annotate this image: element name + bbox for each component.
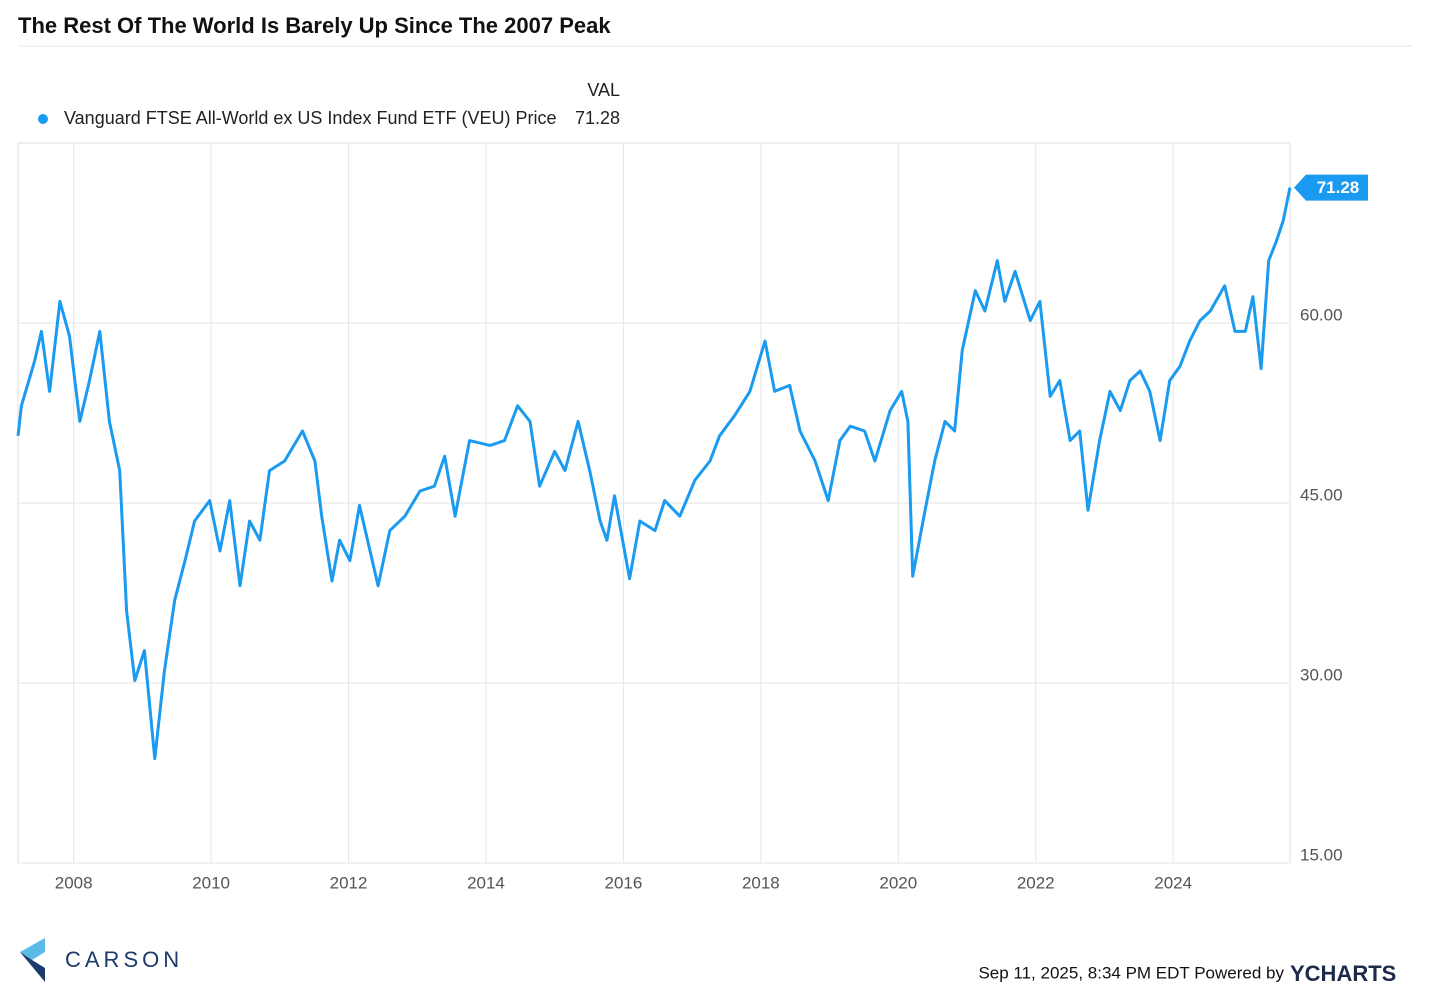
x-tick-label: 2010 [192,873,230,892]
legend-value: 71.28 [575,108,620,128]
x-tick-label: 2014 [467,873,505,892]
footer: Sep 11, 2025, 8:34 PM EDT Powered by [978,963,1284,982]
brand: YCHARTS [1290,961,1396,986]
carson-logo: CARSON [20,938,183,982]
x-tick-label: 2020 [879,873,917,892]
x-tick-label: 2022 [1017,873,1055,892]
y-tick-label: 15.00 [1300,845,1343,864]
legend-header: VAL [587,80,620,100]
x-tick-label: 2024 [1154,873,1192,892]
x-tick-label: 2018 [742,873,780,892]
logo-text: CARSON [65,947,183,972]
y-tick-label: 60.00 [1300,305,1343,324]
x-tick-label: 2008 [55,873,93,892]
y-tick-label: 30.00 [1300,665,1343,684]
series-line [16,187,1292,761]
legend-label: Vanguard FTSE All-World ex US Index Fund… [64,108,557,128]
logo-shape [20,952,45,982]
x-tick-label: 2016 [605,873,643,892]
chart-title: The Rest Of The World Is Barely Up Since… [18,13,611,38]
last-value-label: 71.28 [1317,178,1360,197]
legend-dot [38,114,48,124]
last-value-box [1294,174,1368,201]
x-tick-label: 2012 [330,873,368,892]
logo-shape [20,938,45,960]
y-tick-label: 45.00 [1300,485,1343,504]
